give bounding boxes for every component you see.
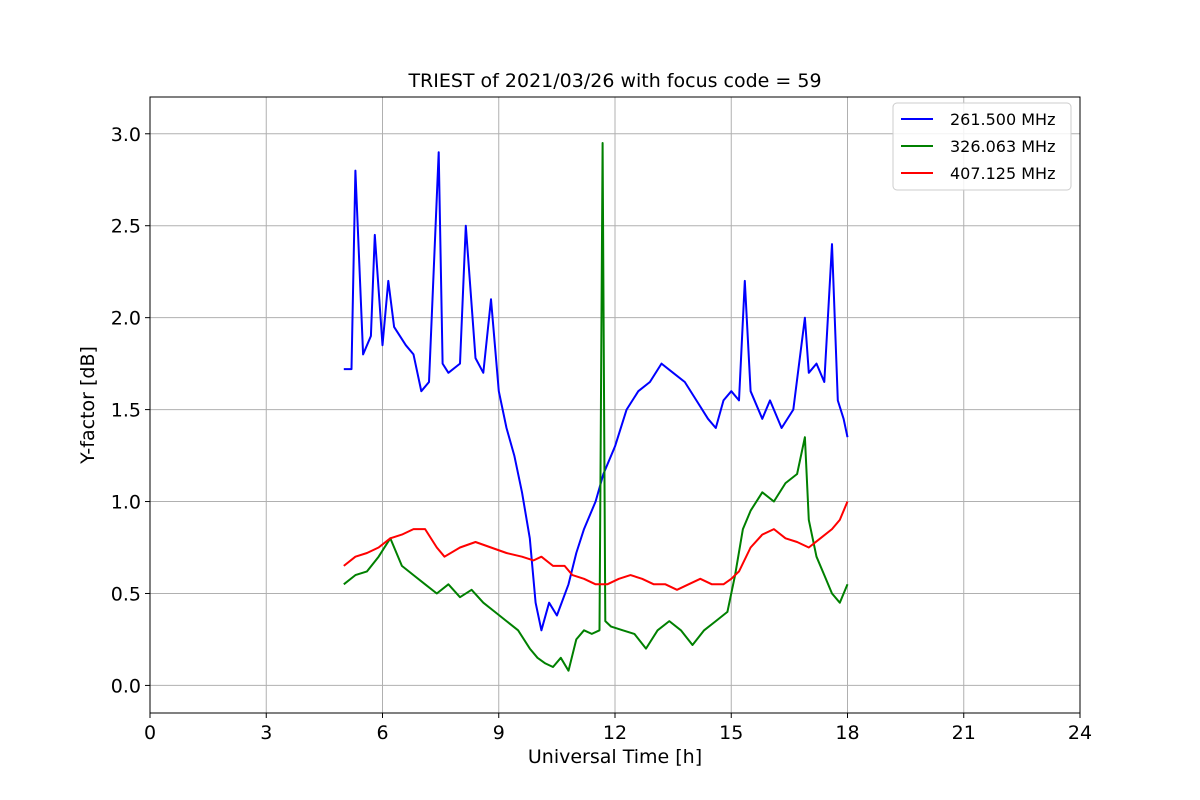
x-tick-label: 21 — [952, 722, 976, 744]
legend-label: 261.500 MHz — [950, 110, 1055, 129]
y-tick-label: 0.5 — [111, 583, 141, 605]
y-tick-label: 1.5 — [111, 400, 141, 422]
x-axis-label: Universal Time [h] — [528, 746, 702, 768]
legend-label: 326.063 MHz — [950, 137, 1055, 156]
x-tick-label: 0 — [144, 722, 156, 744]
legend-box — [892, 102, 1072, 191]
x-tick-label: 6 — [376, 722, 388, 744]
chart-title: TRIEST of 2021/03/26 with focus code = 5… — [407, 70, 821, 92]
x-tick-label: 15 — [719, 722, 743, 744]
legend-label: 407.125 MHz — [950, 164, 1055, 183]
y-tick-label: 1.0 — [111, 492, 141, 514]
x-tick-label: 12 — [603, 722, 627, 744]
y-tick-label: 0.0 — [111, 675, 141, 697]
y-axis-label: Y-factor [dB] — [77, 346, 99, 465]
series-layer — [343, 142, 849, 672]
y-tick-label: 2.0 — [111, 308, 141, 330]
grid — [149, 97, 1081, 713]
series-line-1 — [343, 142, 849, 672]
y-tick-label: 3.0 — [111, 124, 141, 146]
series-line-2 — [343, 501, 849, 591]
x-tick-label: 24 — [1068, 722, 1092, 744]
x-tick-label: 3 — [260, 722, 272, 744]
legend: 261.500 MHz 326.063 MHz 407.125 MHz — [892, 102, 1072, 191]
x-tick-label: 18 — [835, 722, 859, 744]
axis-ticks: 0 3 6 9 12 15 18 21 24 0.0 0.5 1.0 1.5 2.0 2.5 3.0 — [111, 124, 1092, 744]
x-tick-label: 9 — [493, 722, 505, 744]
series-line-0 — [343, 151, 849, 632]
y-tick-label: 2.5 — [111, 216, 141, 238]
